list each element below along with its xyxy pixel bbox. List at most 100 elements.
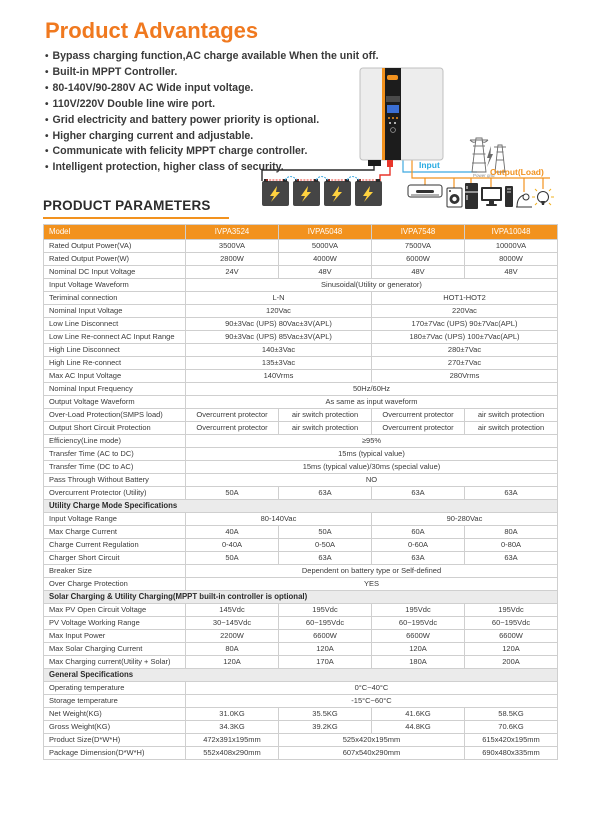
table-row: Max PV Open Circuit Voltage 145Vdc 195Vdc 1… <box>43 603 558 617</box>
row-label: Storage temperature <box>43 694 186 708</box>
cell-value: 0-60A <box>371 538 465 552</box>
table-row: Charger Short Circuit 50A 63A 63A 63A <box>43 551 558 565</box>
table-row: Max Charging current(Utility + Solar) 120… <box>43 655 558 669</box>
row-label: Rated Output Power(W) <box>43 252 186 266</box>
cell-value: 6600W <box>371 629 465 643</box>
cell-value: Overcurrent protector <box>185 408 279 422</box>
cell-value: Overcurrent protector <box>185 421 279 435</box>
row-label: Efficiency(Line mode) <box>43 434 186 448</box>
brand-logo <box>387 75 398 80</box>
cell-value: 70.6KG <box>464 720 558 734</box>
row-label: Rated Output Power(VA) <box>43 239 186 253</box>
cell-value: 0°C~40°C <box>185 681 558 695</box>
cell-value: 615x420x195mm <box>464 733 558 747</box>
battery-link-wires <box>284 175 360 181</box>
table-header-row: Model IVPA3524 IVPA5048 IVPA7548 IVPA100… <box>43 224 558 240</box>
table-row: Low Line Re-connect AC Input Range 90±3Va… <box>43 330 558 344</box>
table-row: Breaker Size Dependent on battery type or… <box>43 564 558 578</box>
cell-value: As same as input waveform <box>185 395 558 409</box>
cell-value: 6000W <box>371 252 465 266</box>
cell-value: 220Vac <box>371 304 558 318</box>
table-row: High Line Disconnect 140±3Vac 280±7Vac <box>43 343 558 357</box>
dc-terminal-black <box>368 160 381 166</box>
computer-tower-icon <box>505 186 513 207</box>
cell-value: 90-280Vac <box>371 512 558 526</box>
row-label: Charger Short Circuit <box>43 551 186 565</box>
row-label: High Line Disconnect <box>43 343 186 357</box>
cell-value: 90±3Vac (UPS) 85Vac±3V(APL) <box>185 330 372 344</box>
row-label: Output Short Circuit Protection <box>43 421 186 435</box>
battery-wire-black <box>261 164 375 181</box>
cell-value: HOT1-HOT2 <box>371 291 558 305</box>
grid-lightning-icon <box>487 146 493 167</box>
cell-value: 60A <box>371 525 465 539</box>
cell-value: 7500VA <box>371 239 465 253</box>
cell-value: 60~195Vdc <box>278 616 372 630</box>
cell-value: 50A <box>278 525 372 539</box>
row-label: Max Solar Charging Current <box>43 642 186 656</box>
output-wire <box>411 160 550 192</box>
battery-icon <box>262 179 289 206</box>
row-label: Max Charging current(Utility + Solar) <box>43 655 186 669</box>
cell-value: 15ms (typical value)/30ms (special value… <box>185 460 558 474</box>
cell-value: 2800W <box>185 252 279 266</box>
row-label: Breaker Size <box>43 564 186 578</box>
row-label: High Line Re-connect <box>43 356 186 370</box>
cell-value: 63A <box>371 486 465 500</box>
cell-value: 60~195Vdc <box>371 616 465 630</box>
table-row: Nominal DC Input Voltage 24V 48V 48V 48V <box>43 265 558 279</box>
advantages-list: Bypass charging function,AC charge avail… <box>45 49 379 176</box>
battery-wire-red <box>379 164 391 181</box>
table-row: Max Input Power 2200W 6600W 6600W 6600W <box>43 629 558 643</box>
cell-value: 39.2KG <box>278 720 372 734</box>
row-label: Operating temperature <box>43 681 186 695</box>
advantage-item: Higher charging current and adjustable. <box>45 129 375 145</box>
table-row: Max Charge Current 40A 50A 60A 80A <box>43 525 558 539</box>
cell-value: 31.0KG <box>185 707 279 721</box>
cell-value: 170±7Vac (UPS) 90±7Vac(APL) <box>371 317 558 331</box>
row-label: Max Charge Current <box>43 525 186 539</box>
battery-icon <box>293 179 320 206</box>
cell-value: Overcurrent protector <box>371 421 465 435</box>
table-row: Rated Output Power(W) 2800W 4000W 6000W 8000… <box>43 252 558 266</box>
advantage-item: Built-in MPPT Controller. <box>45 65 375 81</box>
lightning-icon <box>363 186 373 202</box>
cell-value: 30~145Vdc <box>185 616 279 630</box>
table-row: High Line Re-connect 135±3Vac 270±7Vac <box>43 356 558 370</box>
cell-value: 195Vdc <box>278 603 372 617</box>
cell-value: 63A <box>278 551 372 565</box>
battery-bank <box>262 175 382 206</box>
bulb-icon <box>532 188 554 206</box>
row-label: Low Line Disconnect <box>43 317 186 331</box>
table-row: Net Weight(KG) 31.0KG 35.5KG 41.6KG 58.5KG <box>43 707 558 721</box>
cell-value: 140±3Vac <box>185 343 372 357</box>
cell-value: Dependent on battery type or Self-define… <box>185 564 558 578</box>
cell-value: 80-140Vac <box>185 512 372 526</box>
header-model-col: IVPA5048 <box>278 224 372 240</box>
cell-value: air switch protection <box>278 421 372 435</box>
cell-value: 120A <box>464 642 558 656</box>
cell-value: 690x480x335mm <box>464 746 558 760</box>
power-grid-icon <box>469 137 506 173</box>
row-label: Output Voltage Waveform <box>43 395 186 409</box>
cell-value: 80A <box>464 525 558 539</box>
row-label: Overcurrent Protector (Utility) <box>43 486 186 500</box>
output-label: Output(Load) <box>490 167 544 177</box>
cell-value: 280Vrms <box>371 369 558 383</box>
input-label: Input <box>419 160 440 170</box>
cell-value: 63A <box>464 486 558 500</box>
cell-value: 180A <box>371 655 465 669</box>
row-label: Max PV Open Circuit Voltage <box>43 603 186 617</box>
row-label: Product Size(D*W*H) <box>43 733 186 747</box>
advantage-item: Grid electricity and battery power prior… <box>45 113 375 129</box>
cell-value: 50Hz/60Hz <box>185 382 558 396</box>
table-row: Efficiency(Line mode) ≥95% <box>43 434 558 448</box>
cell-value: 58.5KG <box>464 707 558 721</box>
table-row: Product Size(D*W*H) 472x391x195mm 525x420x… <box>43 733 558 747</box>
cell-value: 48V <box>464 265 558 279</box>
cell-value: 10000VA <box>464 239 558 253</box>
row-label: Teriminal connection <box>43 291 186 305</box>
system-diagram: Power grid Input Output(Load) <box>261 67 554 209</box>
lcd-screen <box>387 105 399 113</box>
inverter-illustration <box>359 67 444 167</box>
